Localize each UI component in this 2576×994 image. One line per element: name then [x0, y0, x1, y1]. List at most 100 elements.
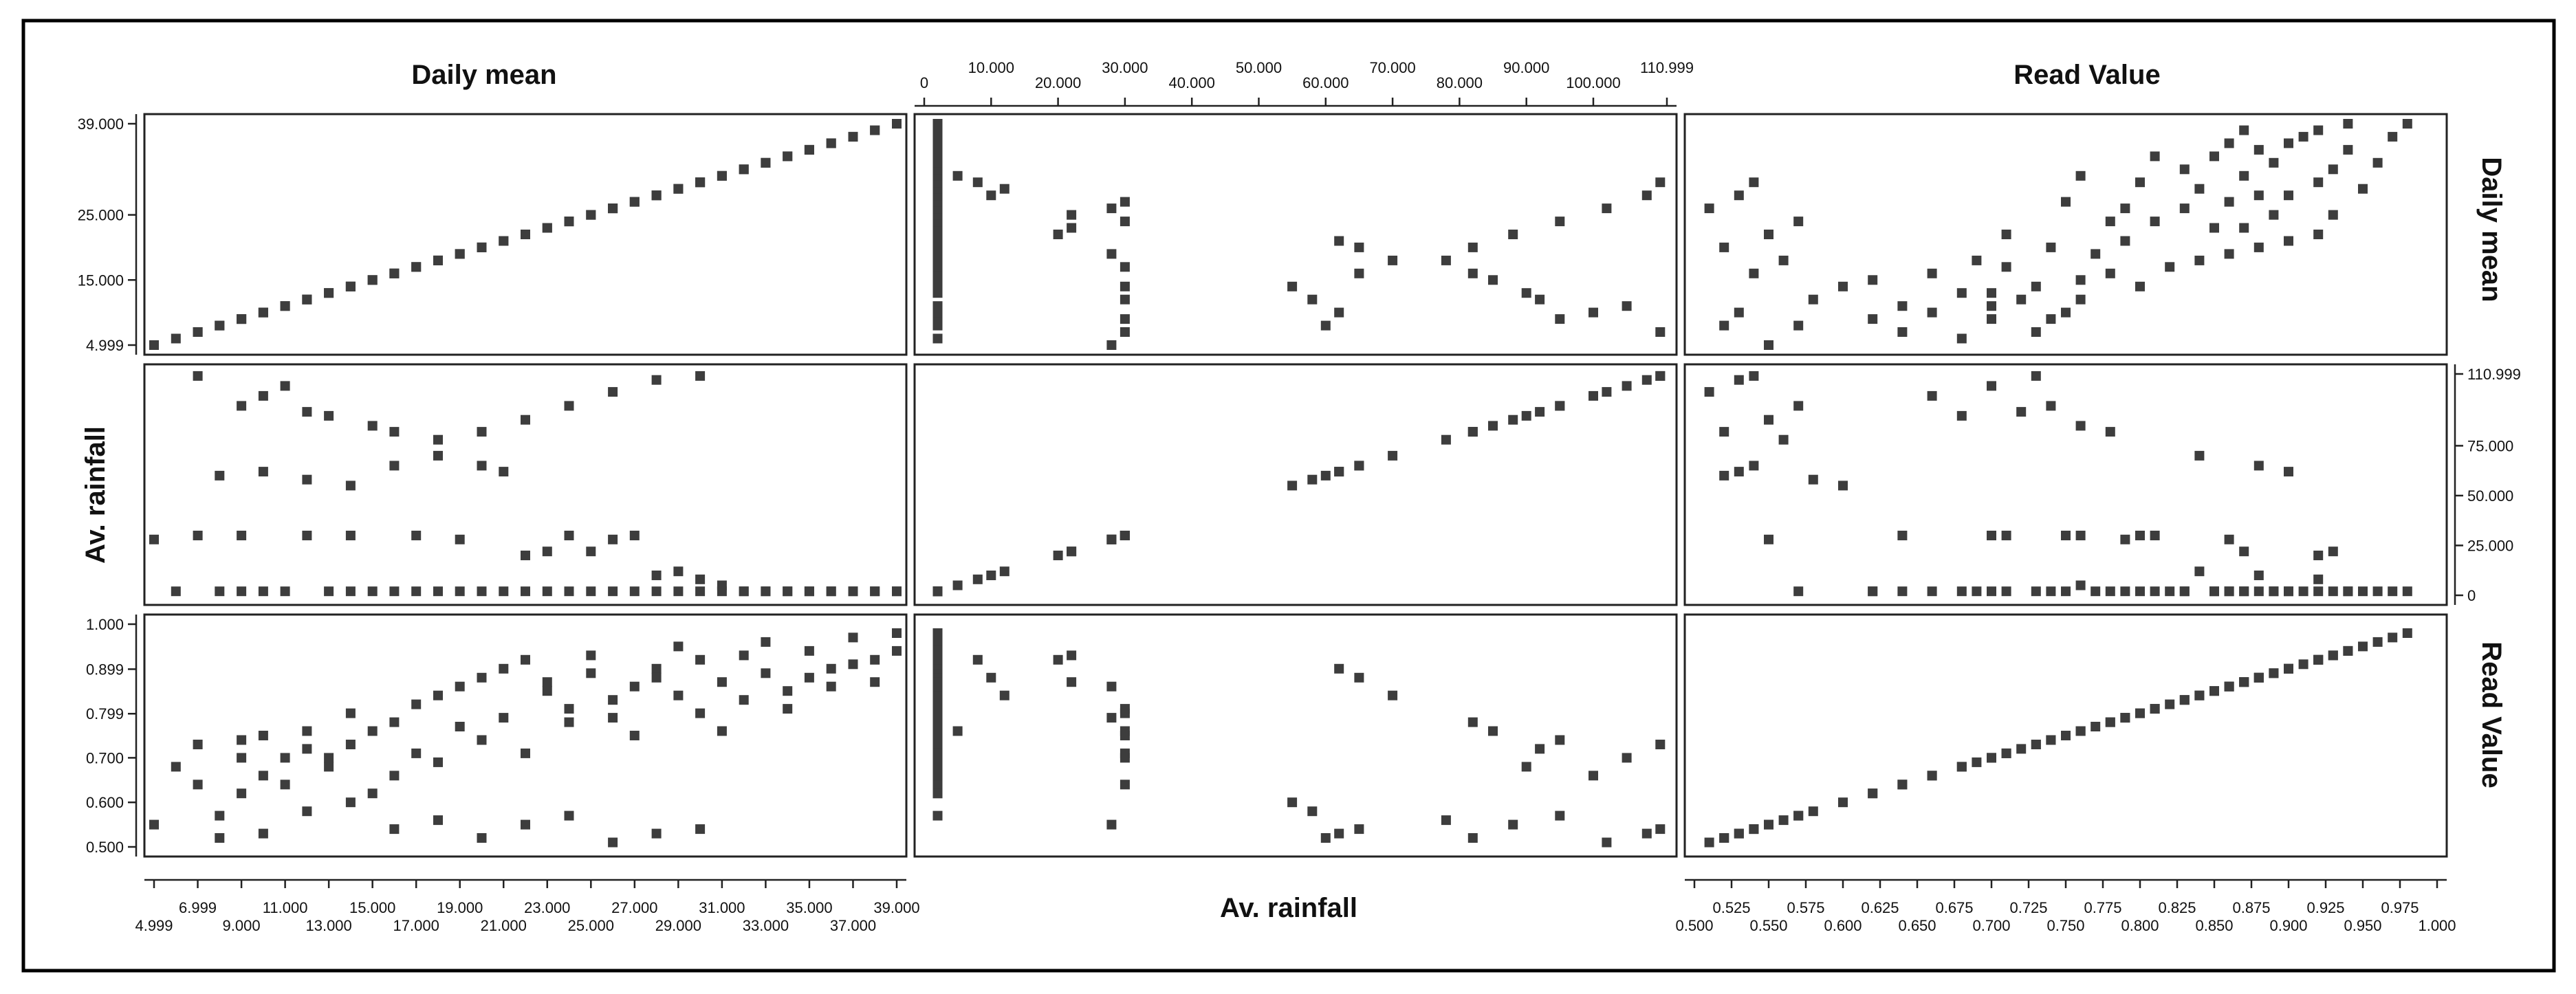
- point-read_value-read_value-22: [2165, 699, 2175, 709]
- point-rainfall-read_value-78: [1734, 375, 1744, 385]
- point-read_value-daily_mean-2: [193, 740, 203, 749]
- point-daily_mean-read_value-24: [1972, 255, 1982, 265]
- point-read_value-daily_mean-21: [389, 771, 400, 781]
- point-rainfall-read_value-3: [1897, 531, 1908, 540]
- point-rainfall-rainfall-76: [1555, 401, 1565, 411]
- point-read_value-rainfall-57: [932, 704, 943, 714]
- point-rainfall-read_value-41: [2120, 534, 2130, 544]
- point-daily_mean-read_value-12: [2016, 294, 2027, 305]
- point-daily_mean-read_value-54: [2372, 157, 2383, 168]
- point-daily_mean-read_value-79: [1749, 177, 1759, 188]
- point-daily_mean-read_value-9: [2061, 307, 2071, 318]
- tick-label-rf-top: 100.000: [1566, 74, 1621, 91]
- tick-label-rf-right: 0: [2467, 587, 2476, 604]
- point-read_value-daily_mean-32: [521, 748, 530, 758]
- point-rainfall-read_value-56: [2209, 586, 2219, 597]
- point-rainfall-rainfall-49: [972, 574, 983, 584]
- point-rainfall-daily_mean-43: [629, 531, 640, 540]
- point-read_value-rainfall-27: [1106, 681, 1117, 692]
- point-rainfall-daily_mean-39: [586, 546, 596, 557]
- point-rainfall-read_value-17: [2031, 586, 2041, 597]
- tick-label-rv-lower: 0.800: [2121, 917, 2159, 934]
- point-rainfall-daily_mean-26: [455, 586, 465, 597]
- point-rainfall-read_value-23: [2001, 531, 2011, 540]
- point-daily_mean-read_value-53: [2179, 164, 2190, 175]
- point-daily_mean-read_value-0: [1764, 340, 1773, 350]
- point-rainfall-read_value-49: [2313, 574, 2324, 584]
- point-rainfall-read_value-4: [1793, 586, 1804, 597]
- point-daily_mean-rainfall-18: [1488, 275, 1498, 285]
- point-rainfall-read_value-76: [1793, 401, 1804, 411]
- point-daily_mean-daily_mean-75: [521, 230, 530, 239]
- tick-label-rf-top: 90.000: [1503, 59, 1549, 76]
- point-rainfall-rainfall-68: [1320, 470, 1331, 481]
- point-read_value-daily_mean-57: [783, 704, 793, 714]
- point-read_value-read_value-53: [2179, 695, 2190, 705]
- tick-label-rv-left: 0.899: [86, 661, 124, 678]
- point-read_value-daily_mean-12: [302, 744, 312, 754]
- tick-label-dm-upper: 15.000: [349, 899, 395, 916]
- point-daily_mean-read_value-4: [1793, 320, 1804, 331]
- point-read_value-rainfall-39: [1067, 650, 1077, 661]
- tick-label-rf-top: 110.999: [1640, 59, 1694, 76]
- point-rainfall-read_value-22: [2165, 586, 2175, 597]
- point-read_value-rainfall-79: [1655, 824, 1666, 835]
- point-rainfall-daily_mean-20: [389, 427, 400, 437]
- point-rainfall-daily_mean-12: [302, 407, 312, 417]
- point-daily_mean-rainfall-12: [1535, 294, 1545, 305]
- point-rainfall-daily_mean-22: [411, 586, 422, 597]
- point-daily_mean-daily_mean-74: [477, 242, 487, 252]
- point-daily_mean-daily_mean-7: [237, 314, 247, 324]
- point-read_value-read_value-74: [1719, 833, 1729, 843]
- tick-label-dm-lower: 25.000: [568, 917, 614, 934]
- point-rainfall-daily_mean-21: [389, 586, 400, 597]
- point-read_value-daily_mean-67: [892, 645, 902, 656]
- point-read_value-daily_mean-47: [673, 690, 684, 700]
- point-rainfall-read_value-55: [2269, 586, 2279, 597]
- point-daily_mean-rainfall-74: [1467, 242, 1478, 252]
- point-rainfall-read_value-79: [1749, 371, 1759, 381]
- point-read_value-rainfall-67: [932, 645, 943, 656]
- tick-label-rv-upper: 0.675: [1935, 899, 1973, 916]
- point-read_value-read_value-54: [2372, 637, 2383, 647]
- point-read_value-rainfall-36: [932, 717, 943, 727]
- point-daily_mean-read_value-71: [1838, 281, 1848, 291]
- point-rainfall-daily_mean-48: [695, 586, 706, 597]
- point-read_value-rainfall-30: [1334, 663, 1344, 674]
- point-read_value-rainfall-71: [1287, 797, 1298, 808]
- point-rainfall-rainfall-18: [1488, 421, 1498, 431]
- point-read_value-read_value-65: [2239, 677, 2249, 687]
- point-read_value-rainfall-2: [1655, 740, 1666, 749]
- point-read_value-daily_mean-25: [433, 690, 443, 700]
- point-read_value-daily_mean-36: [564, 717, 574, 727]
- point-rainfall-read_value-39: [2328, 546, 2338, 557]
- point-daily_mean-read_value-58: [2343, 144, 2353, 155]
- point-daily_mean-rainfall-8: [1589, 307, 1598, 318]
- point-read_value-read_value-73: [1778, 815, 1789, 826]
- tick-label-rf-right: 110.999: [2467, 366, 2521, 383]
- point-rainfall-read_value-52: [2328, 586, 2338, 597]
- point-rainfall-read_value-35: [2239, 546, 2249, 557]
- tick-label-dm-upper: 6.999: [179, 899, 217, 916]
- point-daily_mean-rainfall-78: [1641, 190, 1652, 201]
- tick-label-rv-upper: 0.625: [1861, 899, 1899, 916]
- tick-label-rf-top: 30.000: [1102, 59, 1148, 76]
- tick-label-rv-left: 0.799: [86, 705, 124, 722]
- point-read_value-read_value-41: [2120, 713, 2130, 723]
- point-read_value-daily_mean-41: [608, 713, 618, 723]
- point-daily_mean-read_value-5: [2046, 314, 2056, 324]
- tick-label-rf-top: 0: [920, 74, 928, 91]
- point-rainfall-read_value-45: [2253, 571, 2264, 580]
- tick-label-rv-upper: 0.925: [2306, 899, 2344, 916]
- point-read_value-rainfall-75: [1508, 819, 1518, 830]
- panel-rainfall-vs-read_value: [1683, 363, 2448, 606]
- point-read_value-daily_mean-42: [629, 681, 640, 692]
- point-daily_mean-daily_mean-39: [586, 210, 596, 220]
- point-rainfall-daily_mean-41: [608, 534, 618, 544]
- point-daily_mean-read_value-18: [2075, 275, 2086, 285]
- tick-label-rf-right: 50.000: [2467, 487, 2513, 505]
- point-daily_mean-read_value-30: [2284, 236, 2293, 246]
- point-read_value-rainfall-28: [932, 735, 943, 745]
- point-read_value-read_value-59: [2253, 672, 2264, 683]
- point-daily_mean-read_value-7: [1987, 314, 1996, 324]
